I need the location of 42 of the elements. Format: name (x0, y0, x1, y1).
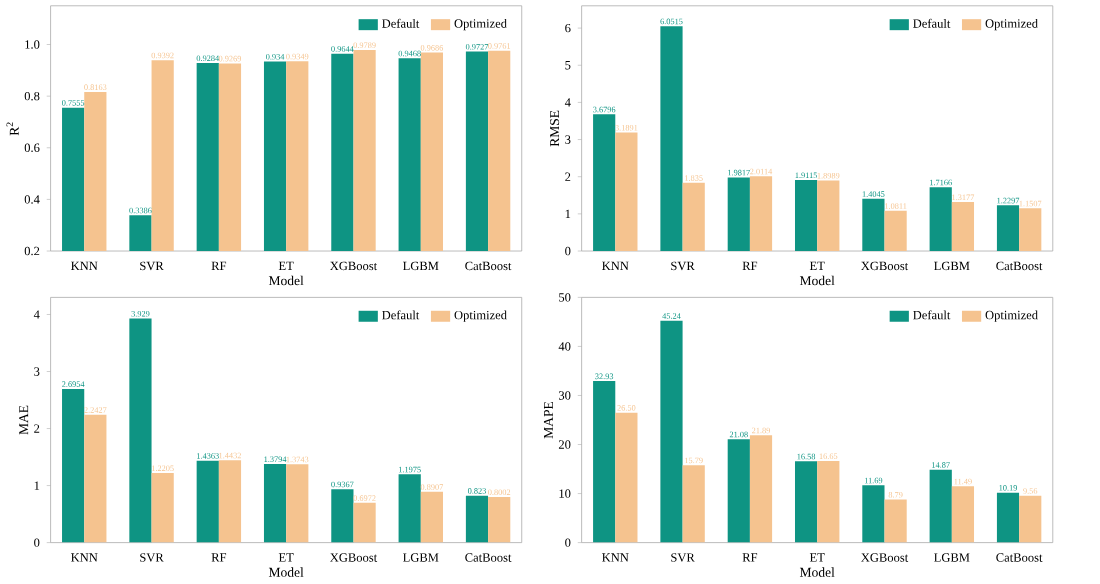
bar (929, 470, 952, 543)
bar (488, 497, 511, 543)
bar (129, 318, 152, 543)
bar (795, 180, 818, 252)
bar (749, 176, 773, 252)
bar (951, 486, 975, 543)
bar (593, 114, 616, 252)
bar (996, 205, 1020, 252)
bar (862, 485, 885, 543)
bar (1019, 208, 1042, 252)
bar (1019, 496, 1042, 543)
bar (420, 492, 443, 543)
bar (749, 435, 773, 543)
bar (84, 415, 107, 543)
bar (331, 489, 354, 543)
bar (682, 183, 705, 252)
bar (62, 389, 85, 543)
bar (615, 412, 638, 543)
bar (465, 496, 489, 543)
bar (862, 199, 885, 252)
bar (398, 474, 421, 543)
bar (884, 211, 907, 252)
bar (151, 473, 174, 543)
bar (727, 439, 750, 543)
bar (286, 464, 309, 543)
bar (593, 381, 616, 543)
bar (929, 187, 952, 252)
bar (615, 132, 638, 252)
bar (996, 492, 1020, 543)
bar (196, 461, 219, 543)
bar (795, 461, 818, 543)
bar (660, 26, 683, 252)
bar (353, 503, 376, 543)
bar (218, 460, 242, 543)
bar (817, 461, 840, 543)
bar (727, 177, 750, 252)
bar (263, 464, 287, 543)
bar (682, 465, 705, 543)
bar (951, 202, 975, 252)
bar (817, 180, 840, 252)
bar (660, 321, 683, 543)
bar (884, 499, 907, 543)
